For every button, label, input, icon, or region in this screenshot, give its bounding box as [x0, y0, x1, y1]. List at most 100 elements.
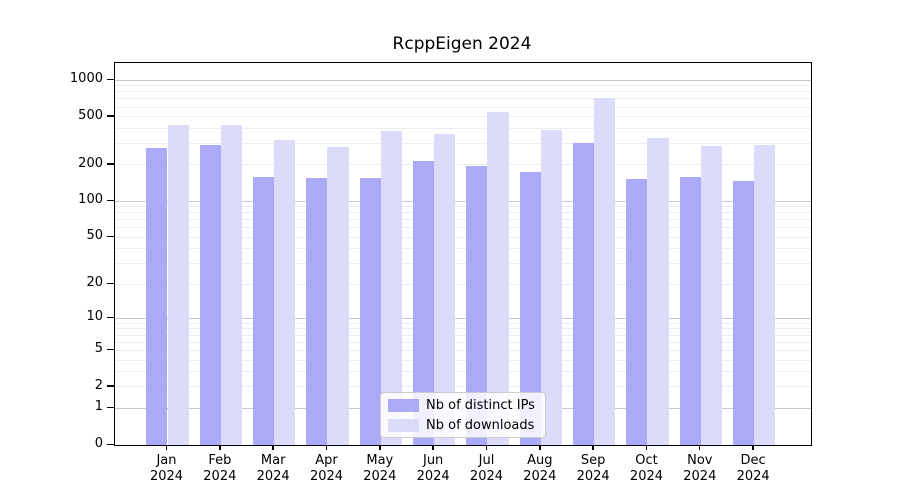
y-tick-2 — [107, 385, 114, 387]
x-tick-jun — [432, 445, 434, 450]
bar-downloads-apr — [327, 147, 349, 445]
gridline-50 — [115, 236, 811, 238]
x-tick-mar — [272, 445, 274, 450]
y-axis-tick-label: 10 — [86, 309, 103, 325]
gridline-7 — [115, 334, 811, 336]
gridline-5 — [115, 349, 811, 351]
x-axis-label: Dec 2024 — [736, 453, 770, 484]
x-tick-aug — [539, 445, 541, 450]
gridline-800 — [115, 91, 811, 93]
gridline-60 — [115, 227, 811, 229]
y-axis-tick-label: 0 — [94, 436, 103, 451]
gridline-900 — [115, 85, 811, 87]
bar-downloads-may — [380, 131, 403, 445]
legend-item-distinct-ips: Nb of distinct IPs — [388, 398, 538, 413]
y-axis-tick-label: 1 — [94, 399, 103, 415]
bar-downloads-jun — [434, 133, 456, 445]
gridline-9 — [115, 322, 811, 324]
gridline-8 — [115, 328, 811, 330]
gridline-30 — [115, 263, 811, 265]
y-tick-20 — [107, 282, 114, 285]
x-axis-label: Mar 2024 — [256, 453, 290, 484]
gridline-500 — [115, 116, 811, 118]
y-tick-5 — [107, 348, 114, 351]
x-axis-label: Sep 2024 — [576, 453, 610, 484]
legend-item-downloads: Nb of downloads — [388, 418, 538, 433]
legend-label-downloads: Nb of downloads — [426, 417, 535, 433]
bar-distinct-ips-feb — [199, 144, 221, 445]
x-axis-label: Oct 2024 — [629, 453, 664, 484]
y-tick-500 — [107, 115, 114, 117]
bar-downloads-feb — [220, 125, 243, 445]
x-tick-sep — [592, 445, 594, 450]
x-axis-label: Jan 2024 — [149, 453, 184, 484]
gridline-6 — [115, 341, 811, 343]
gridline-3 — [115, 371, 811, 373]
x-tick-apr — [325, 445, 328, 450]
x-axis-label: Jul 2024 — [469, 453, 504, 484]
gridline-400 — [115, 127, 811, 129]
y-tick-1000 — [107, 78, 114, 81]
x-axis-label: Jun 2024 — [416, 453, 450, 484]
x-axis-label: Aug 2024 — [523, 453, 557, 484]
bar-distinct-ips-jan — [146, 147, 168, 445]
x-axis-label: Nov 2024 — [683, 453, 717, 484]
bar-downloads-oct — [647, 138, 669, 445]
x-tick-jul — [485, 445, 488, 450]
bar-distinct-ips-jun — [412, 161, 435, 445]
bar-distinct-ips-jul — [466, 166, 488, 445]
bar-downloads-jan — [167, 125, 189, 445]
bar-downloads-sep — [594, 98, 616, 445]
x-axis-label: May 2024 — [363, 453, 397, 484]
gridline-300 — [115, 143, 811, 145]
gridline-90 — [115, 206, 811, 208]
y-tick-10 — [107, 316, 114, 319]
bar-downloads-jul — [487, 111, 509, 445]
legend-swatch-distinct-ips-icon — [388, 398, 419, 412]
x-axis-label: Feb 2024 — [203, 453, 237, 484]
gridline-700 — [115, 98, 811, 100]
bar-downloads-mar — [274, 140, 296, 445]
y-tick-1 — [107, 406, 114, 409]
gridline-80 — [115, 212, 811, 214]
y-axis-tick-label: 2 — [94, 377, 103, 393]
bar-downloads-aug — [540, 129, 563, 445]
bar-distinct-ips-aug — [519, 171, 541, 445]
gridline-70 — [115, 219, 811, 221]
y-axis-tick-label: 500 — [78, 107, 103, 123]
plot-area: Nb of distinct IPs Nb of downloads — [114, 62, 812, 446]
legend-label-distinct-ips: Nb of distinct IPs — [426, 397, 535, 413]
y-axis-tick-label: 5 — [94, 341, 103, 357]
x-tick-oct — [645, 445, 648, 450]
x-tick-jan — [165, 445, 168, 450]
gridline-1000 — [115, 79, 811, 81]
bar-downloads-dec — [754, 145, 776, 445]
gridline-4 — [115, 359, 811, 361]
legend-swatch-downloads-icon — [388, 418, 419, 432]
y-tick-200 — [107, 163, 114, 165]
x-tick-dec — [752, 445, 754, 450]
y-tick-100 — [107, 199, 114, 202]
bar-distinct-ips-apr — [306, 178, 328, 445]
gridline-40 — [115, 248, 811, 250]
bar-distinct-ips-mar — [252, 177, 275, 445]
bar-distinct-ips-may — [359, 177, 381, 445]
y-axis-tick-label: 50 — [86, 228, 103, 244]
x-axis-label: Apr 2024 — [309, 453, 344, 484]
y-axis-tick-label: 20 — [86, 275, 103, 291]
gridline-100 — [115, 200, 811, 202]
y-axis-tick-label: 1000 — [69, 71, 103, 87]
bar-distinct-ips-sep — [572, 143, 595, 445]
x-tick-feb — [219, 445, 221, 450]
bar-distinct-ips-nov — [679, 176, 701, 445]
gridline-10 — [115, 317, 811, 319]
x-tick-may — [379, 445, 381, 450]
x-tick-nov — [699, 445, 701, 450]
bar-distinct-ips-oct — [626, 178, 648, 445]
gridline-600 — [115, 106, 811, 108]
bar-downloads-nov — [700, 145, 723, 445]
legend: Nb of distinct IPs Nb of downloads — [380, 392, 546, 438]
gridline-2 — [115, 386, 811, 388]
chart-title: RcppEigen 2024 — [392, 34, 532, 54]
